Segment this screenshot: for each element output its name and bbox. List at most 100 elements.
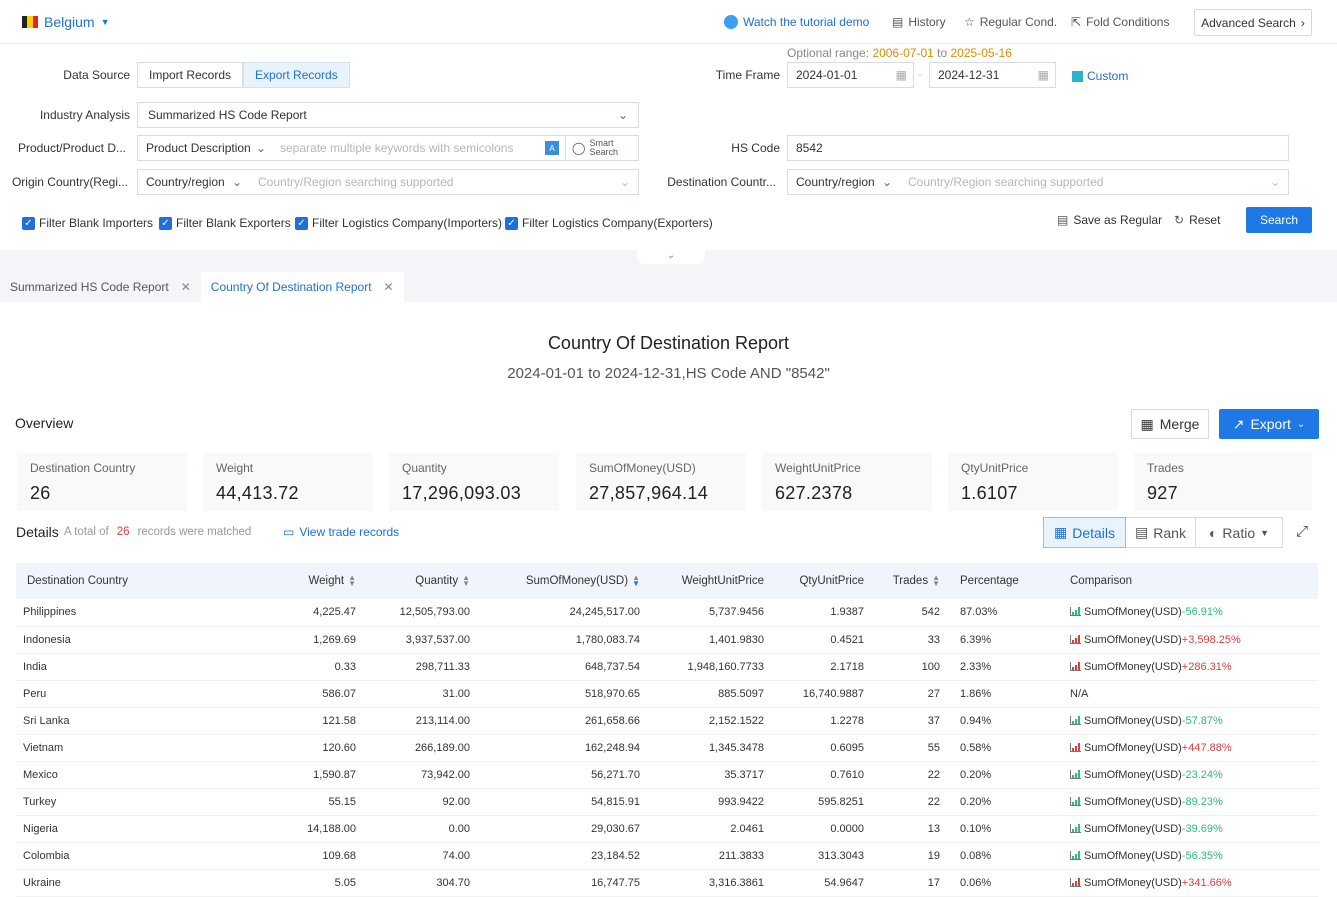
- cell-percentage: 2.33%: [946, 653, 1056, 681]
- fold-conditions-button[interactable]: ⇱ Fold Conditions: [1071, 15, 1170, 29]
- cell-weight-unit-price: 1,948,160.7733: [646, 653, 770, 681]
- ratio-view-button[interactable]: ◐ Ratio ▼: [1196, 517, 1283, 548]
- country-selector[interactable]: Belgium ▼: [22, 14, 110, 30]
- filter-logistics-exporters-checkbox[interactable]: ✓ Filter Logistics Company(Exporters): [505, 216, 713, 230]
- close-icon[interactable]: ✕: [180, 280, 191, 294]
- chevron-down-icon: ⌄: [255, 141, 266, 155]
- sort-icon[interactable]: ▲ ▼: [348, 572, 356, 588]
- cell-country: Ukraine: [16, 869, 226, 897]
- destination-country-input[interactable]: Country/Region searching supported ⌄: [900, 169, 1289, 195]
- cell-comparison: SumOfMoney(USD)+447.88%: [1056, 734, 1318, 762]
- custom-button[interactable]: Custom: [1072, 69, 1128, 83]
- merge-button[interactable]: ▦ Merge: [1131, 409, 1209, 439]
- collapse-toggle[interactable]: ⌄: [637, 250, 705, 264]
- cell-weight-unit-price: 1,401.9830: [646, 626, 770, 654]
- cell-qty-unit-price: 16,740.9887: [770, 680, 870, 708]
- search-button[interactable]: Search: [1246, 207, 1312, 233]
- comparison-label: N/A: [1070, 687, 1089, 700]
- cell-country: Vietnam: [16, 734, 226, 762]
- filter-blank-importers-checkbox[interactable]: ✓ Filter Blank Importers: [22, 216, 153, 230]
- check-icon: ✓: [22, 216, 35, 230]
- tutorial-link[interactable]: Watch the tutorial demo: [724, 15, 869, 29]
- cell-weight-unit-price: 993.9422: [646, 788, 770, 816]
- table-row: Turkey 55.15 92.00 54,815.91 993.9422 595.825…: [16, 788, 1318, 816]
- trend-up-icon: [1070, 661, 1081, 671]
- merge-icon: ▦: [1140, 415, 1154, 432]
- date-from-input[interactable]: 2024-01-01 ▦: [787, 62, 914, 88]
- tab-country-destination[interactable]: Country Of Destination Report ✕: [200, 272, 404, 302]
- chevron-down-icon: ⌄: [666, 250, 676, 261]
- destination-type-select[interactable]: Country/region ⌄: [787, 169, 901, 195]
- col-sum[interactable]: SumOfMoney(USD) ▲ ▼: [476, 563, 646, 599]
- cell-trades: 55: [870, 734, 946, 762]
- comparison-label: SumOfMoney(USD): [1084, 714, 1182, 727]
- hs-code-input[interactable]: 8542: [787, 135, 1289, 161]
- history-button[interactable]: ▤ History: [892, 15, 946, 29]
- reset-button[interactable]: ↻ Reset: [1174, 213, 1221, 227]
- regular-cond-button[interactable]: ☆ Regular Cond.: [964, 15, 1058, 29]
- industry-select[interactable]: Summarized HS Code Report ⌄: [137, 102, 639, 128]
- translate-icon[interactable]: A: [545, 141, 559, 155]
- comparison-label: SumOfMoney(USD): [1084, 660, 1182, 673]
- trend-up-icon: [1070, 742, 1081, 752]
- details-title: Details: [16, 524, 59, 540]
- cell-qty-unit-price: 1.9387: [770, 599, 870, 627]
- cell-percentage: 0.20%: [946, 761, 1056, 789]
- tab-summarized-hs[interactable]: Summarized HS Code Report ✕: [0, 272, 201, 302]
- industry-label: Industry Analysis: [39, 108, 130, 122]
- sort-icon[interactable]: ▲ ▼: [932, 572, 940, 588]
- smart-search-button[interactable]: ◯ Smart Search: [566, 135, 639, 161]
- col-weight[interactable]: Weight ▲ ▼: [226, 563, 362, 599]
- sort-icon[interactable]: ▲ ▼: [462, 572, 470, 588]
- chevron-down-icon: ⌄: [1296, 418, 1306, 430]
- chevron-right-icon: ›: [1300, 15, 1305, 30]
- cell-country: India: [16, 653, 226, 681]
- filter-logistics-importers-checkbox[interactable]: ✓ Filter Logistics Company(Importers): [295, 216, 502, 230]
- origin-type-select[interactable]: Country/region ⌄: [137, 169, 251, 195]
- comparison-change: +286.31%: [1181, 660, 1232, 673]
- cell-trades: 19: [870, 842, 946, 870]
- country-label: Belgium: [44, 14, 95, 30]
- origin-country-input[interactable]: Country/Region searching supported ⌄: [250, 169, 639, 195]
- col-quantity[interactable]: Quantity ▲ ▼: [362, 563, 476, 599]
- advanced-search-button[interactable]: Advanced Search ›: [1194, 9, 1312, 36]
- report-title: Country Of Destination Report: [547, 333, 790, 353]
- close-icon[interactable]: ✕: [383, 280, 394, 294]
- product-type-select[interactable]: Product Description ⌄: [137, 135, 275, 161]
- cell-quantity: 304.70: [362, 869, 476, 897]
- sort-icon[interactable]: ▲ ▼: [632, 572, 640, 588]
- records-summary: A total of 26 records were matched: [64, 526, 252, 538]
- col-comparison: Comparison: [1056, 563, 1318, 599]
- check-icon: ✓: [505, 216, 518, 230]
- cell-quantity: 213,114.00: [362, 707, 476, 735]
- cell-percentage: 0.58%: [946, 734, 1056, 762]
- trend-up-icon: [1070, 634, 1081, 644]
- fold-icon: ⇱: [1071, 15, 1082, 29]
- cell-qty-unit-price: 0.4521: [770, 626, 870, 654]
- data-source-toggle: Import Records Export Records: [137, 62, 350, 88]
- product-keyword-input[interactable]: separate multiple keywords with semicolo…: [274, 135, 566, 161]
- cell-trades: 33: [870, 626, 946, 654]
- cell-quantity: 3,937,537.00: [362, 626, 476, 654]
- rank-view-button[interactable]: ▤ Rank: [1126, 517, 1196, 548]
- save-regular-button[interactable]: ▤ Save as Regular: [1057, 213, 1163, 227]
- cell-percentage: 87.03%: [946, 599, 1056, 627]
- cell-trades: 17: [870, 869, 946, 897]
- comparison-change: -56.35%: [1181, 849, 1223, 862]
- col-trades[interactable]: Trades ▲ ▼: [870, 563, 946, 599]
- cell-qty-unit-price: 595.8251: [770, 788, 870, 816]
- filter-blank-exporters-checkbox[interactable]: ✓ Filter Blank Exporters: [159, 216, 291, 230]
- cell-country: Indonesia: [16, 626, 226, 654]
- comparison-label: SumOfMoney(USD): [1084, 795, 1182, 808]
- view-trade-records-link[interactable]: ▭ View trade records: [283, 525, 400, 539]
- details-view-button[interactable]: ▦ Details: [1043, 517, 1126, 548]
- export-records-button[interactable]: Export Records: [243, 62, 350, 88]
- export-button[interactable]: ↗ Export ⌄: [1219, 409, 1319, 439]
- table-header-row: Destination Country Weight ▲ ▼ Quantity ▲ ▼ …: [16, 563, 1318, 599]
- cell-country: Turkey: [16, 788, 226, 816]
- fullscreen-icon[interactable]: ⤢: [1296, 523, 1309, 540]
- date-to-input[interactable]: 2024-12-31 ▦: [929, 62, 1056, 88]
- cell-percentage: 0.08%: [946, 842, 1056, 870]
- import-records-button[interactable]: Import Records: [137, 62, 244, 88]
- cell-comparison: SumOfMoney(USD)-56.91%: [1056, 599, 1318, 627]
